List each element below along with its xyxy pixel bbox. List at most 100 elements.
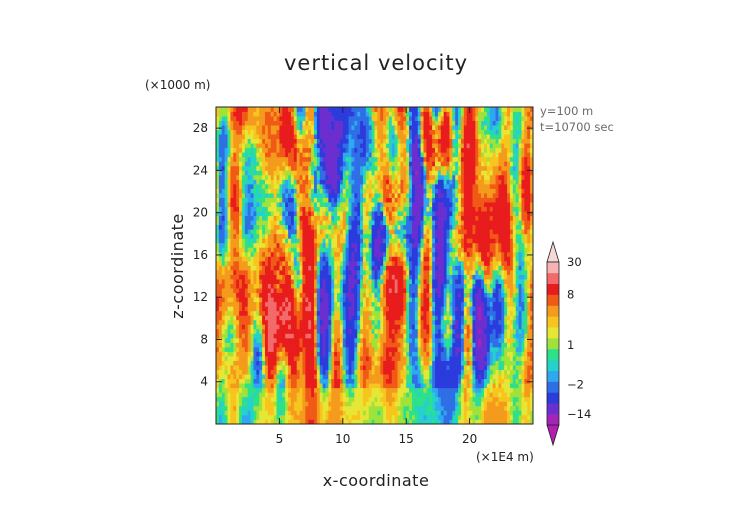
heatmap-cell	[360, 310, 364, 316]
heatmap-cell	[383, 374, 387, 380]
heatmap-cell	[331, 229, 335, 235]
heatmap-cell	[227, 242, 231, 248]
heatmap-cell	[351, 342, 355, 348]
heatmap-cell	[504, 279, 508, 284]
heatmap-cell	[233, 356, 237, 361]
heatmap-cell	[224, 333, 228, 339]
heatmap-cell	[279, 233, 283, 239]
heatmap-cell	[371, 419, 375, 425]
heatmap-cell	[259, 260, 263, 266]
heatmap-cell	[524, 265, 528, 271]
heatmap-cell	[262, 265, 266, 271]
heatmap-cell	[328, 328, 332, 334]
heatmap-cell	[386, 360, 390, 366]
heatmap-cell	[484, 360, 488, 366]
heatmap-cell	[437, 270, 442, 275]
heatmap-cell	[345, 378, 349, 384]
heatmap-cell	[334, 292, 338, 298]
heatmap-cell	[357, 333, 361, 339]
heatmap-cell	[507, 401, 511, 407]
heatmap-cell	[264, 419, 269, 425]
heatmap-cell	[262, 301, 266, 307]
heatmap-cell	[388, 337, 393, 343]
heatmap-cell	[262, 283, 266, 289]
heatmap-cell	[218, 356, 223, 361]
heatmap-cell	[472, 292, 476, 298]
heatmap-cell	[426, 374, 430, 380]
heatmap-cell	[227, 247, 231, 253]
heatmap-cell	[348, 337, 352, 343]
heatmap-cell	[420, 229, 424, 235]
heatmap-cell	[293, 319, 298, 325]
heatmap-cell	[423, 351, 427, 357]
heatmap-cell	[224, 337, 228, 343]
heatmap-cell	[348, 419, 352, 425]
heatmap-cell	[285, 365, 289, 371]
heatmap-cell	[273, 347, 277, 352]
heatmap-cell	[285, 215, 289, 221]
heatmap-cell	[322, 405, 326, 411]
heatmap-cell	[345, 369, 349, 375]
heatmap-cell	[316, 242, 321, 248]
heatmap-cell	[481, 324, 485, 330]
heatmap-cell	[509, 342, 514, 348]
heatmap-cell	[435, 401, 439, 407]
heatmap-cell	[328, 270, 332, 275]
heatmap-cell	[492, 410, 496, 416]
heatmap-cell	[357, 383, 361, 389]
heatmap-cell	[256, 328, 260, 334]
heatmap-cell	[432, 220, 436, 226]
heatmap-cell	[420, 288, 424, 294]
heatmap-cell	[391, 324, 396, 330]
heatmap-cell	[486, 374, 491, 380]
heatmap-cell	[417, 328, 421, 334]
heatmap-cell	[527, 270, 531, 275]
heatmap-cell	[216, 297, 220, 303]
heatmap-cell	[501, 356, 505, 361]
heatmap-cell	[365, 401, 370, 407]
heatmap-cell	[512, 283, 517, 289]
heatmap-cell	[463, 220, 468, 226]
heatmap-cell	[403, 256, 407, 262]
heatmap-cell	[305, 374, 309, 380]
heatmap-cell	[354, 324, 358, 330]
heatmap-cell	[253, 356, 257, 361]
heatmap-cell	[357, 256, 361, 262]
heatmap-cell	[512, 383, 517, 389]
heatmap-cell	[371, 251, 375, 257]
heatmap-cell	[337, 251, 341, 257]
heatmap-cell	[492, 301, 496, 307]
heatmap-cell	[397, 260, 401, 266]
heatmap-cell	[357, 419, 361, 425]
heatmap-cell	[339, 374, 344, 380]
heatmap-cell	[233, 392, 237, 398]
heatmap-cell	[409, 319, 413, 325]
heatmap-cell	[267, 392, 272, 398]
heatmap-cell	[443, 306, 447, 312]
heatmap-cell	[411, 369, 416, 375]
heatmap-cell	[423, 229, 427, 235]
heatmap-cell	[351, 392, 355, 398]
heatmap-cell	[230, 396, 234, 402]
heatmap-cell	[345, 288, 349, 294]
heatmap-cell	[337, 292, 341, 298]
heatmap-cell	[380, 360, 384, 366]
heatmap-cell	[403, 247, 407, 253]
heatmap-cell	[354, 369, 358, 375]
heatmap-cell	[227, 328, 231, 334]
heatmap-cell	[509, 274, 514, 280]
heatmap-cell	[455, 392, 459, 398]
heatmap-cell	[262, 270, 266, 275]
heatmap-cell	[322, 360, 326, 366]
heatmap-cell	[339, 333, 344, 339]
heatmap-cell	[458, 224, 462, 230]
heatmap-cell	[518, 292, 522, 298]
heatmap-cell	[368, 297, 372, 303]
heatmap-cell	[339, 270, 344, 275]
heatmap-cell	[492, 279, 496, 284]
heatmap-cell	[458, 374, 462, 380]
heatmap-cell	[371, 310, 375, 316]
heatmap-cell	[247, 333, 251, 339]
heatmap-cell	[512, 392, 517, 398]
heatmap-cell	[221, 419, 225, 425]
